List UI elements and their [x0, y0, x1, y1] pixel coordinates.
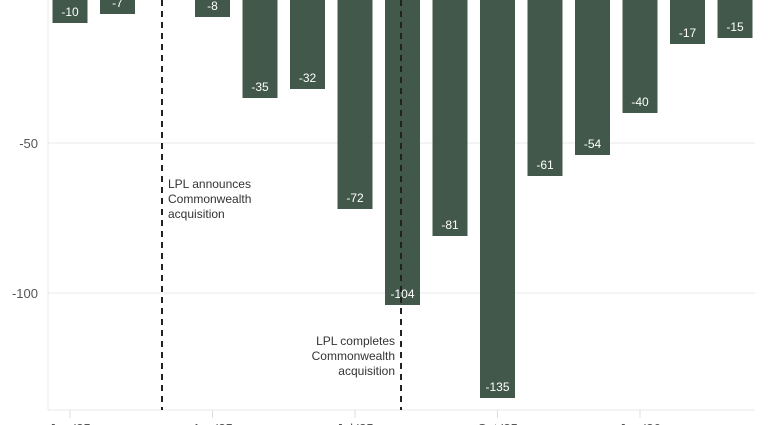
bar-value-label: -135: [485, 380, 509, 394]
bar-10: [527, 0, 563, 176]
bar-value-label: -10: [61, 5, 79, 19]
annotation-text: Commonwealth: [168, 192, 251, 206]
bar-value-label: -35: [251, 80, 269, 94]
bar-14: [717, 0, 753, 38]
x-tick-label: Jan '25: [49, 421, 91, 425]
bar-value-label: -32: [299, 71, 317, 85]
bar-value-label: -54: [584, 137, 602, 151]
bar-8: [432, 0, 468, 236]
annotation-text: LPL announces: [168, 177, 251, 191]
y-tick-label: -100: [12, 286, 38, 301]
bar-5: [290, 0, 325, 89]
bar-9: [480, 0, 515, 398]
bar-13: [670, 0, 705, 44]
annotation-text: acquisition: [168, 207, 225, 221]
annotation-text: acquisition: [338, 364, 395, 378]
bar-11: [575, 0, 610, 155]
bar-4: [242, 0, 278, 98]
x-tick-label: Apr '25: [192, 421, 233, 425]
x-tick-label: Jan '26: [619, 421, 661, 425]
bar-6: [337, 0, 373, 209]
bar-12: [622, 0, 658, 113]
bar-value-label: -7: [112, 0, 123, 10]
annotation-text: Commonwealth: [312, 349, 395, 363]
bar-0: [52, 0, 88, 23]
bar-value-label: -17: [679, 26, 697, 40]
bar-3: [195, 0, 230, 17]
y-tick-label: -50: [19, 136, 38, 151]
bar-1: [100, 0, 135, 14]
bar-7: [385, 0, 420, 305]
bar-value-label: -104: [390, 287, 414, 301]
x-tick-label: Jul '25: [336, 421, 373, 425]
annotation-text: LPL completes: [316, 334, 395, 348]
bar-value-label: -61: [536, 158, 554, 172]
bar-value-label: -15: [726, 20, 744, 34]
bar-value-label: -81: [441, 218, 459, 232]
x-tick-label: Oct '25: [477, 421, 518, 425]
bar-value-label: -8: [207, 0, 218, 13]
bar-value-label: -72: [346, 191, 364, 205]
bar-value-label: -40: [631, 95, 649, 109]
